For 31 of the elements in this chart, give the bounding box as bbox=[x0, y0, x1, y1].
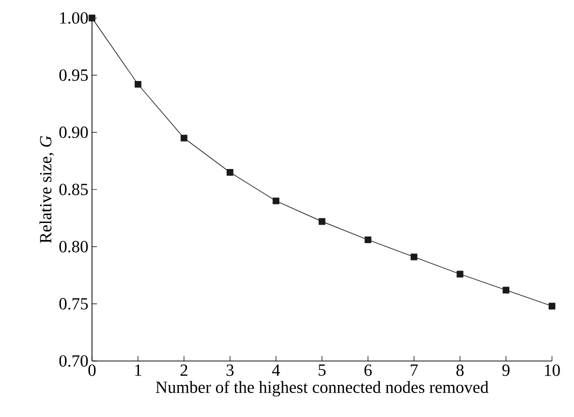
x-tick-label: 10 bbox=[544, 364, 560, 376]
point bbox=[364, 236, 372, 244]
point bbox=[502, 286, 510, 294]
point bbox=[272, 198, 280, 204]
x-tick-label: 3 bbox=[226, 364, 234, 376]
point bbox=[180, 134, 188, 142]
y-tick-label: 0.85 bbox=[59, 184, 88, 196]
y-tick-label: 0.75 bbox=[59, 298, 88, 310]
x-tick-label: 9 bbox=[502, 364, 510, 376]
y-tick-label: 0.95 bbox=[59, 69, 88, 81]
x-axis-title: Number of the highest connected nodes removed bbox=[156, 380, 488, 396]
y-tick-label: 0.80 bbox=[59, 240, 88, 252]
y-tick-label: 0.70 bbox=[59, 355, 88, 367]
x-tick-label: 1 bbox=[135, 364, 142, 376]
point bbox=[134, 80, 142, 88]
x-tick-label: 5 bbox=[318, 364, 326, 376]
point bbox=[548, 302, 556, 310]
y-axis-title: Relative size, G bbox=[39, 136, 54, 244]
x-tick-label: 4 bbox=[272, 364, 280, 376]
x-tick-label: 2 bbox=[180, 364, 188, 376]
y-tick-label: 0.90 bbox=[59, 126, 88, 138]
point bbox=[318, 218, 326, 225]
x-tick-label: 6 bbox=[364, 364, 372, 376]
x-tick-label: 8 bbox=[456, 364, 464, 376]
x-tick-label: 7 bbox=[410, 364, 418, 376]
point bbox=[88, 14, 96, 22]
point bbox=[456, 270, 464, 278]
x-tick-label: 0 bbox=[88, 364, 96, 376]
point bbox=[410, 254, 418, 260]
point bbox=[226, 168, 234, 176]
y-tick-label: 1.00 bbox=[60, 12, 88, 24]
